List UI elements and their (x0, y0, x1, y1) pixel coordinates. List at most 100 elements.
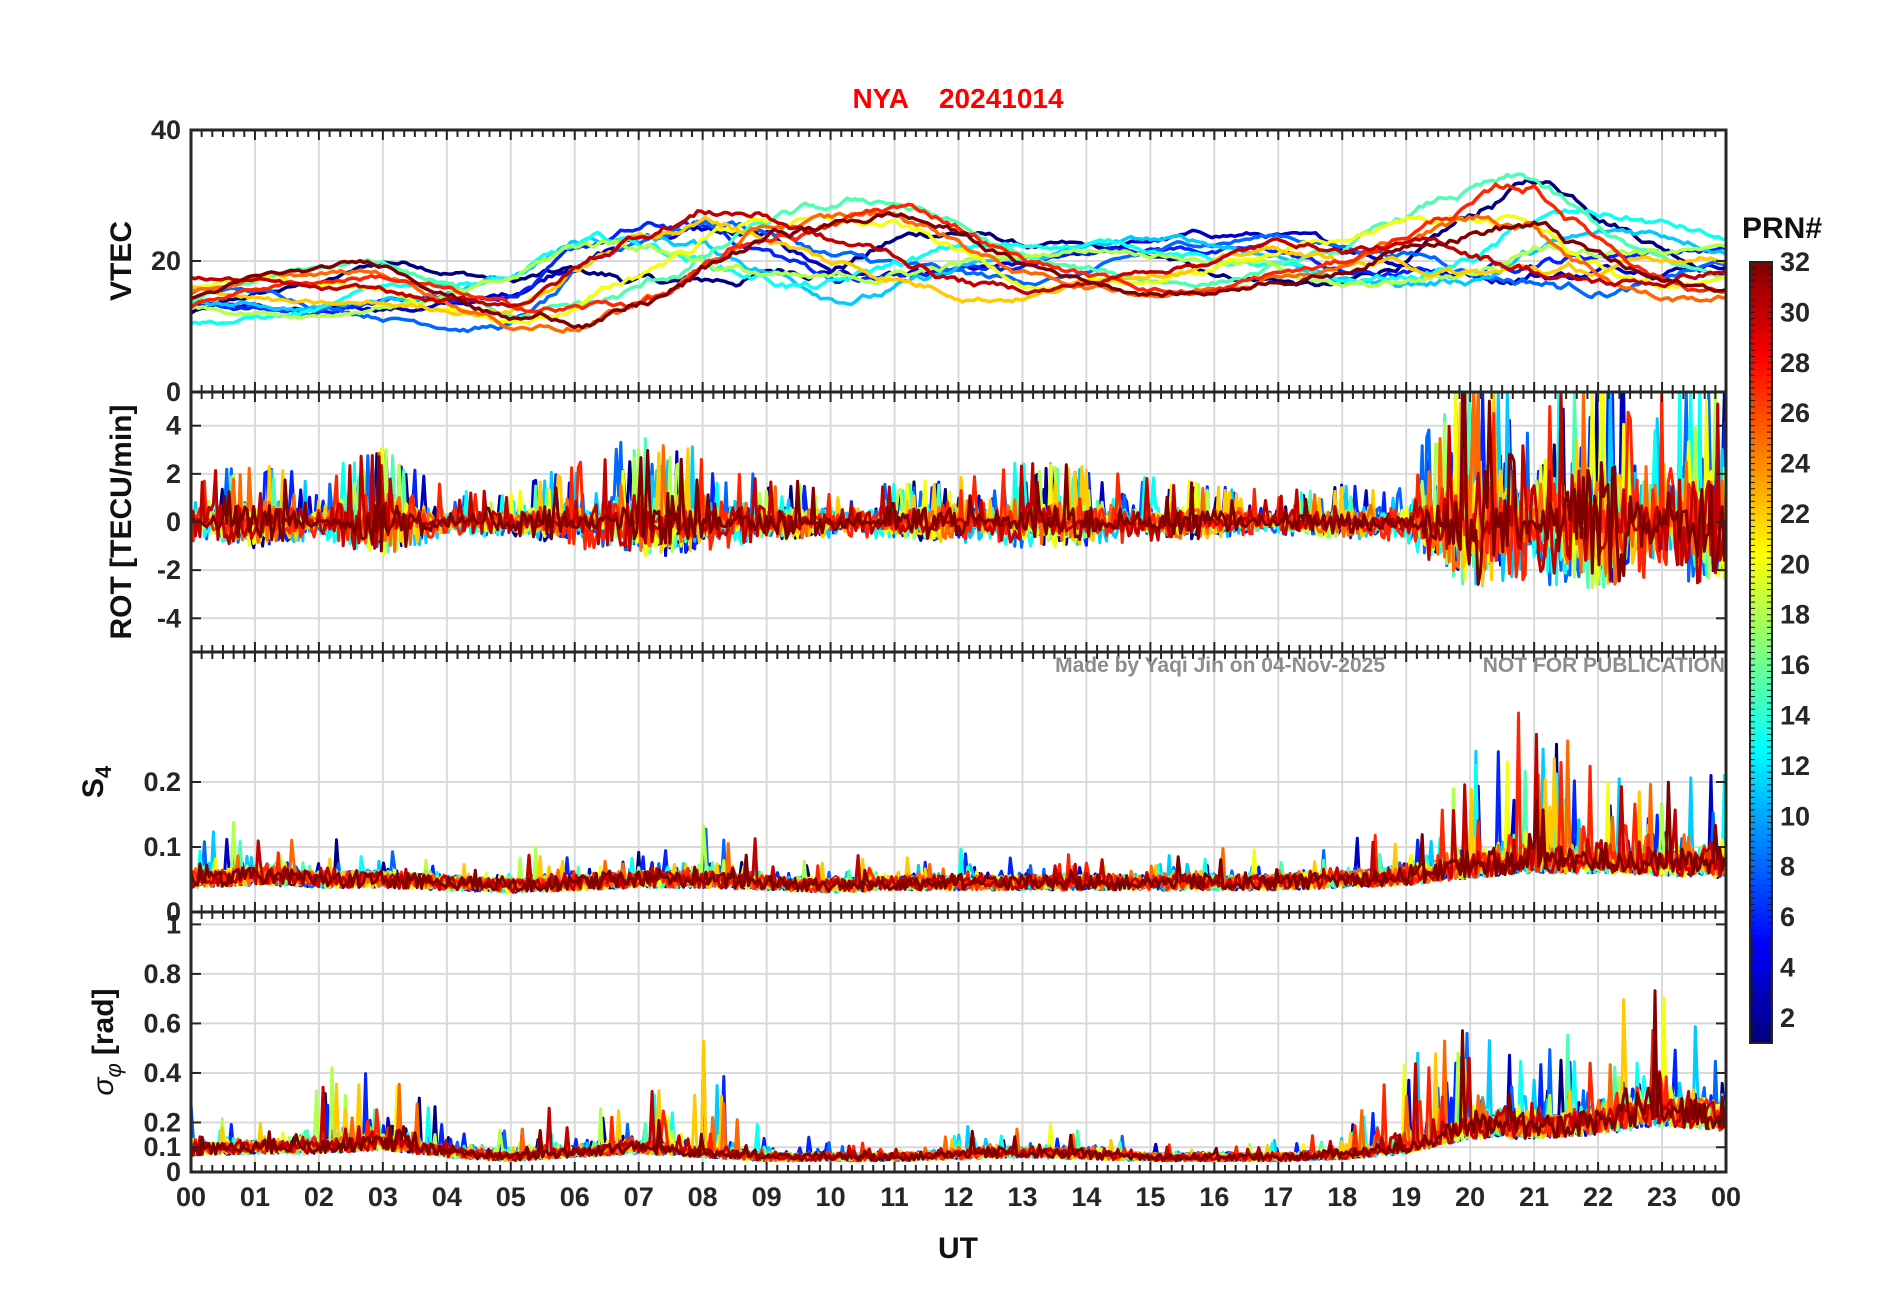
chart-title: NYA 20241014 (852, 83, 1064, 114)
colorbar-swatch (1750, 933, 1772, 939)
colorbar-swatch (1750, 425, 1772, 431)
colorbar-swatch (1750, 295, 1772, 301)
colorbar-swatch (1750, 282, 1772, 288)
y-tick-label: 1 (166, 909, 181, 939)
colorbar-swatch (1750, 904, 1772, 910)
x-tick-label: 00 (176, 1182, 206, 1212)
colorbar-tick-label: 2 (1780, 1003, 1795, 1033)
colorbar-swatch (1750, 467, 1772, 473)
colorbar-swatch (1750, 513, 1772, 519)
colorbar-swatch (1750, 837, 1772, 843)
colorbar-swatch (1750, 644, 1772, 649)
colorbar-swatch (1750, 1034, 1772, 1040)
colorbar-swatch (1750, 803, 1772, 809)
y-tick-label: 0 (166, 507, 181, 537)
colorbar-swatch (1750, 929, 1772, 935)
colorbar-swatch (1750, 354, 1772, 360)
y-tick-label: 2 (166, 459, 181, 489)
series-prn-27 (191, 182, 1726, 314)
watermark-notice: NOT FOR PUBLICATION (1483, 654, 1725, 677)
y-axis-label: σφ[rad] (87, 988, 126, 1095)
colorbar-swatch (1750, 971, 1772, 977)
colorbar-label: PRN# (1742, 212, 1822, 245)
x-tick-label: 21 (1519, 1182, 1549, 1212)
colorbar-swatch (1750, 866, 1772, 872)
colorbar-swatch (1750, 337, 1772, 343)
y-tick-label: -4 (157, 603, 181, 633)
colorbar-swatch (1750, 408, 1772, 414)
colorbar-swatch (1750, 807, 1772, 813)
colorbar-swatch (1750, 980, 1772, 985)
colorbar-swatch (1750, 371, 1772, 376)
colorbar-swatch (1750, 392, 1772, 397)
y-tick-label: 0.2 (143, 767, 181, 797)
title-date: 20241014 (939, 83, 1064, 114)
colorbar-swatch (1750, 618, 1772, 624)
colorbar-swatch (1750, 656, 1772, 662)
colorbar-swatch (1750, 287, 1772, 292)
colorbar-swatch (1750, 560, 1772, 565)
colorbar-swatch (1750, 375, 1772, 381)
colorbar-swatch (1750, 434, 1772, 439)
colorbar-tick-label: 26 (1780, 398, 1810, 428)
colorbar-swatch (1750, 539, 1772, 544)
colorbar-swatch (1750, 631, 1772, 637)
colorbar-swatch (1750, 358, 1772, 364)
x-tick-label: 00 (1711, 1182, 1741, 1212)
colorbar-swatch (1750, 782, 1772, 788)
series-prn-25 (191, 209, 1726, 334)
x-tick-label: 07 (624, 1182, 654, 1212)
colorbar-swatch (1750, 870, 1772, 876)
x-tick-label: 09 (752, 1182, 782, 1212)
colorbar-swatch (1750, 463, 1772, 469)
y-tick-label: 4 (166, 411, 181, 441)
colorbar-swatch (1750, 623, 1772, 628)
x-tick-label: 19 (1391, 1182, 1421, 1212)
colorbar-swatch (1750, 698, 1772, 704)
y-tick-label: 0 (166, 377, 181, 407)
colorbar-swatch (1750, 547, 1772, 553)
y-tick-label: 0.1 (143, 832, 181, 862)
series-group (191, 989, 1726, 1163)
colorbar-swatch (1750, 854, 1772, 859)
colorbar-swatch (1750, 581, 1772, 586)
colorbar-swatch (1750, 820, 1772, 826)
colorbar-swatch (1750, 954, 1772, 960)
colorbar-tick-label: 24 (1780, 449, 1810, 479)
colorbar-swatch (1750, 925, 1772, 931)
colorbar-swatch (1750, 799, 1772, 805)
colorbar-swatch (1750, 690, 1772, 696)
colorbar-swatch (1750, 602, 1772, 607)
colorbar-swatch (1750, 988, 1772, 994)
colorbar-swatch (1750, 858, 1772, 864)
x-tick-label: 08 (688, 1182, 718, 1212)
colorbar-swatch (1750, 707, 1772, 712)
colorbar-swatch (1750, 875, 1772, 880)
colorbar-swatch (1750, 429, 1772, 435)
colorbar-swatch (1750, 833, 1772, 838)
colorbar-tick-label: 30 (1780, 297, 1810, 327)
colorbar-swatch (1750, 719, 1772, 725)
colorbar-tick-label: 14 (1780, 700, 1810, 730)
panel-rot: -4 -2 0 2 4 ROT [TECU/min] (105, 390, 1728, 654)
colorbar-swatch (1750, 534, 1772, 540)
colorbar-swatch (1750, 442, 1772, 448)
colorbar-swatch (1750, 711, 1772, 717)
colorbar-swatch (1750, 362, 1772, 368)
colorbar-swatch (1750, 492, 1772, 498)
colorbar-swatch (1750, 665, 1772, 670)
colorbar-swatch (1750, 455, 1772, 460)
colorbar-swatch (1750, 912, 1772, 918)
colorbar-swatch (1750, 505, 1772, 511)
x-axis-label: UT (938, 1232, 978, 1265)
colorbar-swatch (1750, 627, 1772, 633)
series-prn-32 (191, 780, 1726, 893)
colorbar-swatch (1750, 417, 1772, 423)
y-tick-label: 0.4 (143, 1058, 181, 1088)
colorbar-swatch (1750, 530, 1772, 536)
x-tick-label: 15 (1135, 1182, 1165, 1212)
series-prn-30 (191, 1056, 1726, 1163)
